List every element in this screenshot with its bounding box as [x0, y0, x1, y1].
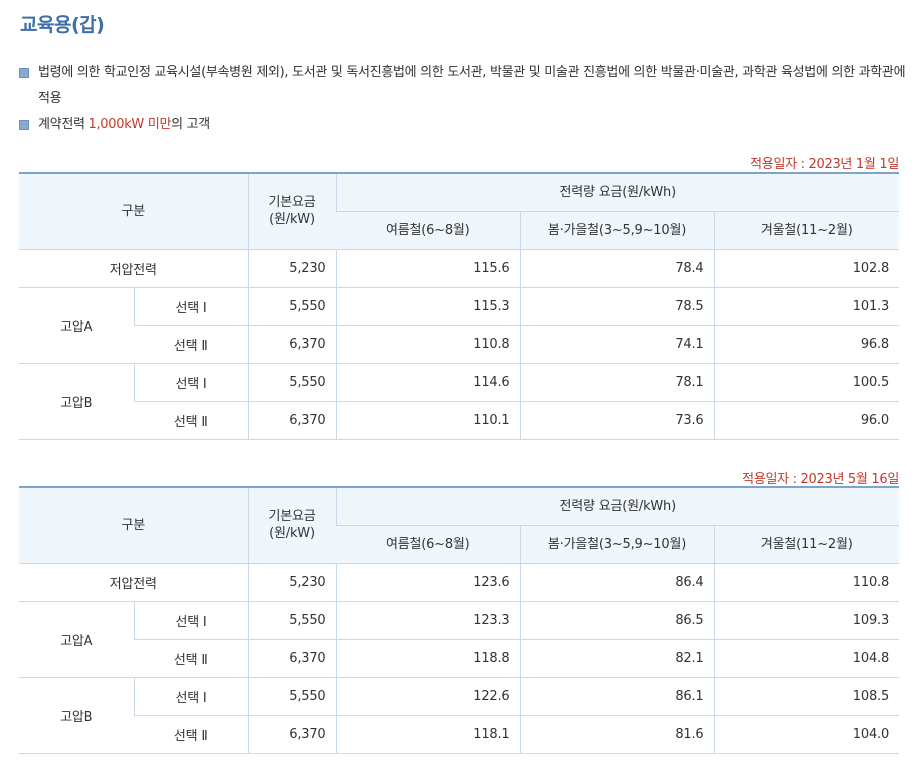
base-fee-cell: 5,230 — [247, 249, 336, 288]
summer-cell: 123.6 — [335, 563, 520, 602]
summer-cell: 115.6 — [335, 249, 520, 288]
note-text-post: 의 고객 — [171, 117, 210, 132]
option-label: 선택 Ⅱ — [134, 715, 248, 754]
header-energy-fee: 전력량 요금(원/kWh) — [335, 486, 900, 526]
base-fee-cell: 6,370 — [247, 639, 336, 678]
header-category: 구분 — [19, 486, 248, 564]
note-highlight: 1,000kW 미만 — [88, 117, 172, 132]
winter-cell: 110.8 — [713, 563, 900, 602]
table-row: 고압A 선택 Ⅰ 5,550 115.3 78.5 101.3 — [19, 287, 900, 364]
option-label: 선택 Ⅱ — [134, 639, 248, 678]
summer-cell: 118.8 — [335, 639, 520, 678]
rate-table: 구분 기본요금 (원/kW) 전력량 요금(원/kWh) 여름철(6~8월) 봄… — [19, 486, 900, 754]
rate-table: 구분 기본요금 (원/kW) 전력량 요금(원/kWh) 여름철(6~8월) 봄… — [19, 172, 900, 440]
summer-cell: 110.1 — [335, 401, 520, 440]
notes-list: 법령에 의한 학교인정 교육시설(부속병원 제외), 도서관 및 독서진흥법에 … — [18, 60, 908, 138]
spring-fall-cell: 74.1 — [519, 325, 714, 364]
table-row: 고압B 선택 Ⅰ 5,550 114.6 78.1 100.5 — [19, 363, 900, 440]
table-row: 선택 Ⅱ 6,370 110.8 74.1 96.8 — [19, 325, 900, 364]
page-title: 교육용(갑) — [20, 14, 105, 36]
base-fee-cell: 6,370 — [247, 401, 336, 440]
group-label: 고압B — [19, 677, 134, 754]
spring-fall-cell: 86.5 — [519, 601, 714, 640]
header-summer: 여름철(6~8월) — [336, 525, 520, 564]
winter-cell: 109.3 — [713, 601, 900, 640]
group-label: 고압A — [19, 601, 134, 678]
header-category: 구분 — [19, 172, 248, 250]
base-fee-cell: 5,550 — [247, 677, 336, 716]
table-row: 고압A 선택 Ⅰ 5,550 123.3 86.5 109.3 — [19, 601, 900, 678]
spring-fall-cell: 78.1 — [519, 363, 714, 402]
base-fee-cell: 5,550 — [247, 363, 336, 402]
header-spring-fall: 봄·가을철(3~5,9~10월) — [519, 525, 714, 564]
summer-cell: 115.3 — [335, 287, 520, 326]
spring-fall-cell: 73.6 — [519, 401, 714, 440]
spring-fall-cell: 78.4 — [519, 249, 714, 288]
header-winter: 겨울철(11~2월) — [713, 525, 900, 564]
header-summer: 여름철(6~8월) — [336, 211, 520, 250]
option-label: 선택 Ⅰ — [133, 677, 248, 716]
winter-cell: 101.3 — [713, 287, 900, 326]
summer-cell: 110.8 — [335, 325, 520, 364]
row-label: 저압전력 — [19, 249, 248, 288]
winter-cell: 96.0 — [713, 401, 900, 440]
spring-fall-cell: 82.1 — [519, 639, 714, 678]
table-row: 저압전력 5,230 123.6 86.4 110.8 — [19, 563, 900, 602]
option-label: 선택 Ⅱ — [134, 325, 248, 364]
spring-fall-cell: 86.1 — [519, 677, 714, 716]
option-label: 선택 Ⅰ — [133, 287, 248, 326]
winter-cell: 104.8 — [713, 639, 900, 678]
option-label: 선택 Ⅰ — [133, 363, 248, 402]
table-row: 고압B 선택 Ⅰ 5,550 122.6 86.1 108.5 — [19, 677, 900, 754]
winter-cell: 100.5 — [713, 363, 900, 402]
spring-fall-cell: 81.6 — [519, 715, 714, 754]
base-fee-cell: 6,370 — [247, 715, 336, 754]
header-winter: 겨울철(11~2월) — [713, 211, 900, 250]
header-base-fee: 기본요금 (원/kW) — [247, 172, 336, 250]
option-label: 선택 Ⅰ — [133, 601, 248, 640]
summer-cell: 118.1 — [335, 715, 520, 754]
table-row: 선택 Ⅱ 6,370 118.1 81.6 104.0 — [19, 715, 900, 754]
summer-cell: 123.3 — [335, 601, 520, 640]
base-fee-cell: 5,550 — [247, 287, 336, 326]
note-text: 법령에 의한 학교인정 교육시설(부속병원 제외), 도서관 및 독서진흥법에 … — [38, 65, 906, 106]
base-fee-cell: 5,550 — [247, 601, 336, 640]
base-fee-cell: 5,230 — [247, 563, 336, 602]
table-row: 선택 Ⅱ 6,370 110.1 73.6 96.0 — [19, 401, 900, 440]
spring-fall-cell: 86.4 — [519, 563, 714, 602]
table-row: 선택 Ⅱ 6,370 118.8 82.1 104.8 — [19, 639, 900, 678]
square-bullet-icon — [19, 68, 29, 78]
base-fee-cell: 6,370 — [247, 325, 336, 364]
summer-cell: 122.6 — [335, 677, 520, 716]
note-item: 법령에 의한 학교인정 교육시설(부속병원 제외), 도서관 및 독서진흥법에 … — [18, 60, 908, 112]
table-row: 저압전력 5,230 115.6 78.4 102.8 — [19, 249, 900, 288]
group-label: 고압B — [19, 363, 134, 440]
effective-date: 적용일자 : 2023년 5월 16일 — [742, 472, 899, 487]
row-label: 저압전력 — [19, 563, 248, 602]
header-base-fee: 기본요금 (원/kW) — [247, 486, 336, 564]
square-bullet-icon — [19, 120, 29, 130]
option-label: 선택 Ⅱ — [134, 401, 248, 440]
winter-cell: 96.8 — [713, 325, 900, 364]
note-item: 계약전력 1,000kW 미만의 고객 — [18, 112, 908, 138]
note-text-pre: 계약전력 — [38, 117, 89, 132]
spring-fall-cell: 78.5 — [519, 287, 714, 326]
group-label: 고압A — [19, 287, 134, 364]
header-energy-fee: 전력량 요금(원/kWh) — [335, 172, 900, 212]
winter-cell: 102.8 — [713, 249, 900, 288]
effective-date: 적용일자 : 2023년 1월 1일 — [750, 157, 899, 172]
summer-cell: 114.6 — [335, 363, 520, 402]
winter-cell: 104.0 — [713, 715, 900, 754]
header-spring-fall: 봄·가을철(3~5,9~10월) — [519, 211, 714, 250]
winter-cell: 108.5 — [713, 677, 900, 716]
